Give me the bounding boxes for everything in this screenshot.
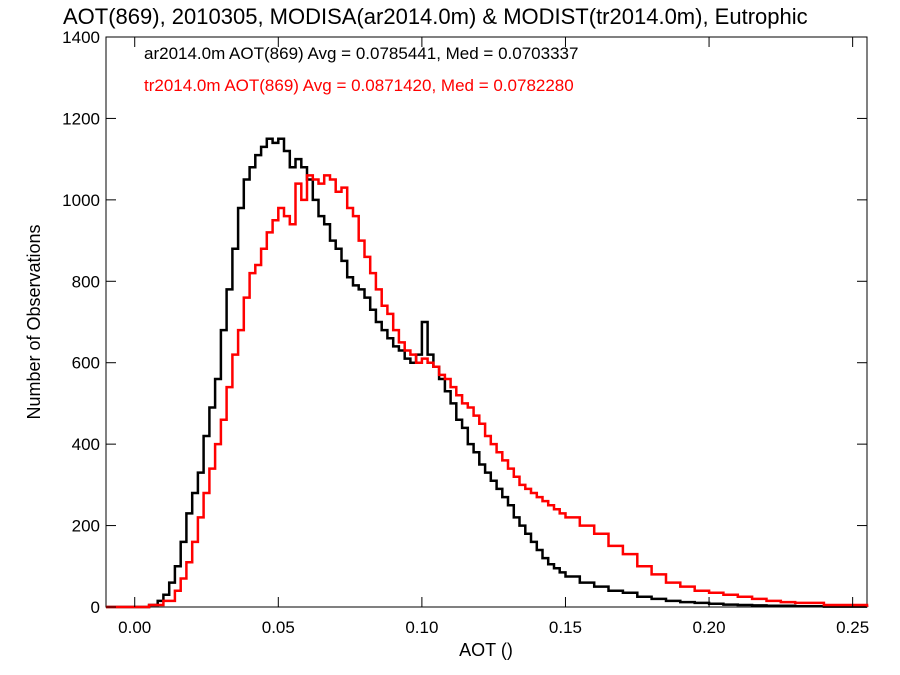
y-tick-label: 1400 [62,28,100,47]
x-tick-label: 0.20 [693,618,726,637]
chart-title: AOT(869), 2010305, MODISA(ar2014.0m) & M… [63,4,808,29]
y-tick-label: 800 [72,272,100,291]
x-tick-label: 0.25 [836,618,869,637]
x-tick-label: 0.05 [262,618,295,637]
x-tick-label: 0.00 [118,618,151,637]
y-axis-label: Number of Observations [24,224,44,419]
series-line-tr2014 [106,174,869,609]
plot-frame [105,36,868,608]
y-tick-label: 600 [72,354,100,373]
series-line-ar2014 [106,137,869,609]
x-axis-label: AOT () [459,640,513,660]
y-axis: 0 200 400 600 800 1000 1200 1400 [62,28,867,617]
legend-entry-ar2014: ar2014.0m AOT(869) Avg = 0.0785441, Med … [144,44,578,63]
x-tick-label: 0.15 [549,618,582,637]
y-tick-label: 400 [72,435,100,454]
plot-area [105,36,869,609]
legend-entry-tr2014: tr2014.0m AOT(869) Avg = 0.0871420, Med … [144,76,574,95]
y-tick-label: 1000 [62,191,100,210]
x-tick-label: 0.10 [405,618,438,637]
y-tick-label: 200 [72,517,100,536]
y-tick-label: 0 [91,598,100,617]
x-axis: 0.00 0.05 0.10 0.15 0.20 0.25 [118,37,869,637]
y-tick-label: 1200 [62,109,100,128]
